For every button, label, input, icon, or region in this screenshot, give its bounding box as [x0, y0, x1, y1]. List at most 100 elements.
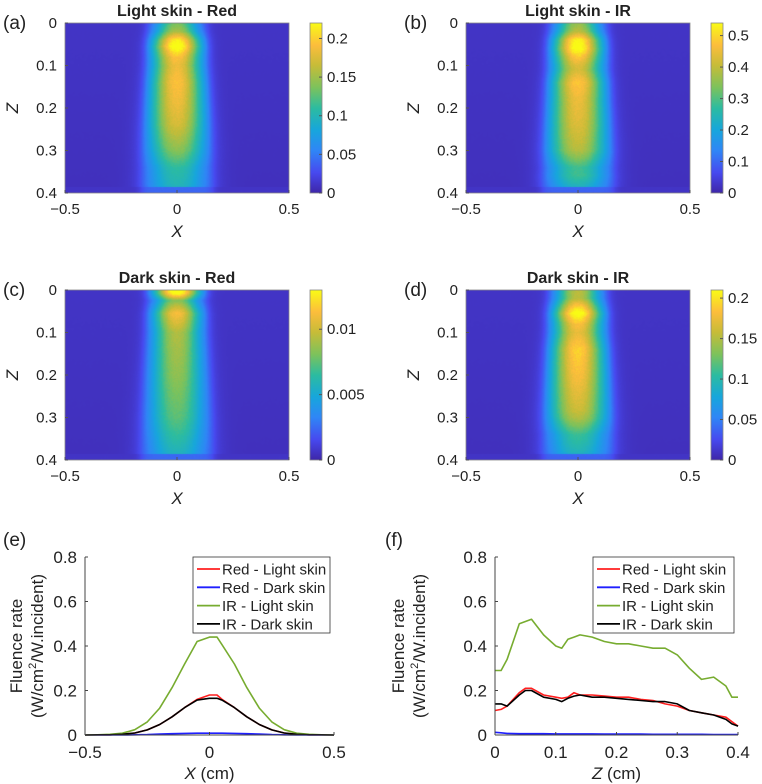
y-tick-label: 0 [478, 726, 487, 745]
colorbar-tick-label: 0.4 [728, 59, 749, 76]
colorbar-tick-label: 0.1 [728, 371, 749, 388]
x-axis-label-unit: (cm) [602, 764, 641, 783]
y-tick-label: 0 [68, 726, 77, 745]
x-tick-label: 0.5 [680, 468, 701, 485]
y-axis-label-line1: Fluence rate [389, 599, 408, 694]
y-tick-label: 0.4 [36, 452, 57, 469]
x-tick-label: 0.4 [726, 743, 750, 762]
panel-title: Light skin - IR [525, 3, 631, 20]
legend-label: IR - Light skin [622, 598, 714, 615]
panel-label: (d) [404, 280, 427, 301]
colorbar-tick-label: 0.05 [728, 412, 757, 429]
x-tick-label: −0.5 [50, 468, 80, 485]
x-axis-label-unit: (cm) [196, 764, 235, 783]
series-line-ir-dark-skin [84, 697, 335, 736]
y-tick-label: 0.1 [36, 325, 57, 342]
y-tick-label: 0 [450, 282, 458, 299]
colorbar-tick-label: 0.2 [728, 290, 749, 307]
y-tick-label: 0.3 [437, 143, 458, 160]
x-axis-label-variable: X [183, 764, 196, 783]
colorbar [309, 22, 323, 194]
y-tick-label: 0.2 [36, 100, 57, 117]
y-tick-label: 0.4 [463, 637, 487, 656]
y-tick-label: 0.2 [36, 367, 57, 384]
y-tick-label: 0.1 [437, 58, 458, 75]
y-axis-label-line1: Fluence rate [7, 599, 26, 694]
y-label-unit-a: (W/cm [28, 669, 47, 718]
x-tick-label: −0.5 [451, 468, 481, 485]
x-tick-label: 0.5 [680, 201, 701, 218]
series-line-ir-dark-skin [495, 689, 739, 727]
x-axis-label: X (cm) [183, 764, 234, 783]
series-line-red-light-skin [494, 687, 739, 727]
y-tick-label: 0.2 [437, 100, 458, 117]
colorbar-tick-label: 0 [327, 185, 335, 202]
series-line-ir-light-skin [495, 618, 738, 699]
x-axis-label: X [170, 222, 183, 241]
x-tick-label: −0.5 [50, 201, 80, 218]
y-tick-label: 0.2 [437, 367, 458, 384]
y-label-unit-a: (W/cm [410, 669, 429, 718]
colorbar-tick-label: 0.05 [327, 146, 356, 163]
colorbar-tick-label: 0 [327, 452, 335, 469]
x-axis-label: Z (cm) [591, 764, 641, 783]
panel-label: (f) [385, 530, 403, 551]
series-line-red-light-skin [84, 694, 335, 736]
legend-label: Red - Light skin [222, 562, 326, 579]
colorbar [710, 289, 724, 461]
x-tick-label: 0.5 [279, 201, 300, 218]
panel-label: (e) [3, 530, 26, 551]
y-axis-label: Z [3, 102, 22, 114]
panel-title: Dark skin - IR [527, 270, 630, 287]
y-label-unit-b: /W.incident) [28, 574, 47, 663]
y-axis-label: Z [404, 369, 423, 381]
colorbar-tick-label: 0.005 [327, 387, 365, 404]
heatmap-image [65, 290, 289, 460]
x-tick-label: 0.2 [605, 743, 629, 762]
x-tick-label: 0 [205, 743, 214, 762]
y-axis-label-line2: (W/cm2/W.incident) [409, 574, 429, 718]
legend-label: IR - Light skin [222, 598, 314, 615]
x-axis-label: X [571, 489, 584, 508]
line-panel-f: (f) 0 0.2 0.4 0.6 0.8 0 0.1 0.2 0.3 0.4 Z (cm) Fluen… [385, 530, 750, 783]
y-tick-label: 0.3 [36, 143, 57, 160]
colorbar-tick-label: 0.2 [327, 30, 348, 47]
heatmap-panel-a: (a) Light skin - Red 0 0.1 0.2 0.3 0.4−0.5 0 0.5… [3, 3, 356, 241]
legend-label: Red - Dark skin [622, 580, 725, 597]
y-tick-label: 0.1 [36, 58, 57, 75]
colorbar-tick-label: 0.15 [728, 331, 757, 348]
legend-label: Red - Dark skin [222, 580, 325, 597]
y-tick-label: 0.4 [36, 185, 57, 202]
colorbar-tick-label: 0.2 [728, 122, 749, 139]
colorbar [710, 22, 724, 194]
legend-label: IR - Dark skin [622, 616, 713, 633]
legend-label: Red - Light skin [622, 562, 726, 579]
x-tick-label: 0 [574, 468, 582, 485]
x-axis-label: X [170, 489, 183, 508]
x-axis-label: X [571, 222, 584, 241]
heatmap-image [466, 290, 690, 460]
heatmap-image [65, 23, 289, 193]
colorbar-tick-label: 0 [728, 185, 736, 202]
series-line-red-dark-skin [494, 731, 738, 736]
y-tick-label: 0 [49, 282, 57, 299]
x-axis-label-variable: Z [591, 764, 603, 783]
y-tick-label: 0.4 [437, 185, 458, 202]
y-axis-label: Z [404, 102, 423, 114]
y-axis-label-line2: (W/cm2/W.incident) [27, 574, 47, 718]
x-tick-label: 0.1 [544, 743, 568, 762]
heatmap-image [466, 23, 690, 193]
line-panel-e: (e)00.20.40.60.8−0.5 0 0.5X (cm)Fluence ra… [3, 530, 346, 783]
y-tick-label: 0.8 [463, 548, 487, 567]
x-tick-label: 0.5 [322, 743, 346, 762]
y-tick-label: 0.2 [463, 682, 487, 701]
x-tick-label: 0 [574, 201, 582, 218]
panel-label: (a) [3, 13, 26, 34]
heatmap-panel-c: (c) Dark skin - Red 0 0.1 0.2 0.3 0.4−0.5 0 0.5 X… [3, 270, 365, 508]
legend-label: IR - Dark skin [222, 616, 313, 633]
y-tick-label: 0.6 [463, 593, 487, 612]
y-label-superscript: 2 [409, 663, 421, 669]
x-tick-label: 0.5 [279, 468, 300, 485]
